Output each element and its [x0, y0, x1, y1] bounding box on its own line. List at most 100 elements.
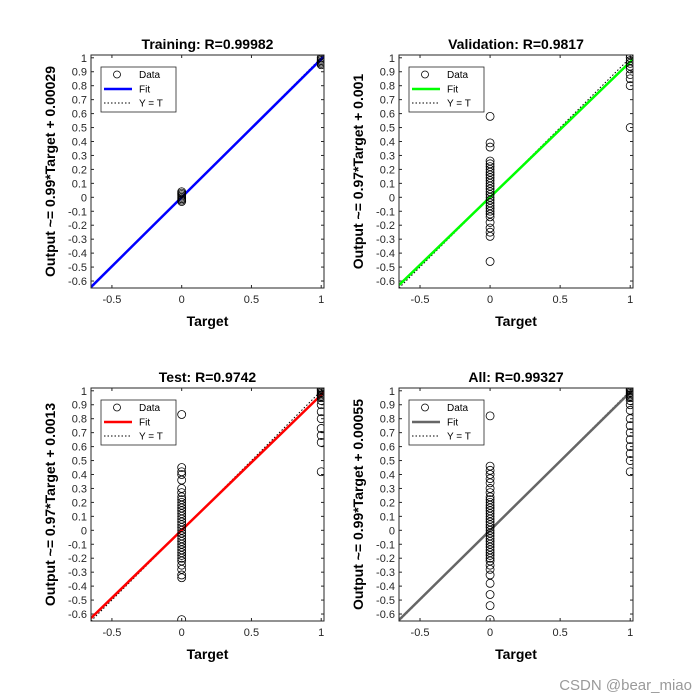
y-tick-label: -0.6 — [376, 276, 395, 288]
x-axis-label: Target — [187, 313, 229, 329]
y-axis-label: Output ~= 0.99*Target + 0.00055 — [350, 399, 366, 610]
chart-title: Training: R=0.99982 — [142, 36, 274, 52]
y-tick-label: -0.4 — [68, 581, 87, 593]
plot-content — [91, 55, 324, 288]
x-tick-label: 1 — [318, 627, 324, 639]
data-point — [485, 257, 495, 266]
data-point — [625, 456, 633, 465]
y-tick-label: 0.5 — [380, 123, 395, 135]
data-point — [485, 206, 495, 216]
data-point — [625, 449, 633, 458]
data-point — [316, 424, 324, 433]
data-point — [625, 81, 633, 91]
data-point — [316, 400, 324, 410]
data-point — [625, 421, 633, 431]
legend: Data Fit Y = T — [100, 66, 177, 113]
y-tick-label: 0.3 — [72, 150, 87, 162]
data-point — [177, 553, 187, 563]
y-axis-label: Output ~= 0.97*Target + 0.0013 — [42, 403, 58, 606]
y-tick-label: 0.7 — [380, 95, 395, 107]
y-tick-label: 0.9 — [72, 400, 87, 412]
data-point — [625, 74, 633, 84]
fit-line — [91, 391, 324, 619]
data-point — [485, 553, 495, 563]
y-tick-label: 0.2 — [380, 497, 395, 509]
data-point — [625, 393, 633, 403]
data-point — [485, 231, 495, 241]
y-tick-label: 0.1 — [380, 178, 395, 190]
data-point — [177, 470, 187, 479]
plot-content — [399, 388, 633, 621]
y-tick-label: -0.4 — [68, 248, 87, 260]
data-point — [625, 58, 633, 68]
y-tick-label: 0.8 — [380, 81, 395, 93]
data-point — [177, 488, 187, 498]
y-tick-label: 0 — [81, 525, 87, 537]
legend-marker-data — [421, 403, 429, 412]
y-tick-label: 0.5 — [72, 123, 87, 135]
data-point — [485, 578, 495, 588]
y-tick-label: -0.2 — [376, 220, 395, 232]
data-point — [316, 467, 324, 477]
y-tick-label: -0.1 — [376, 206, 395, 218]
data-point — [316, 396, 324, 405]
y-tick-label: 0.9 — [380, 400, 395, 412]
y-tick-label: 0.8 — [380, 414, 395, 426]
y-tick-label: -0.1 — [68, 539, 87, 551]
plot-content — [91, 388, 324, 621]
data-point — [177, 463, 187, 472]
y-tick-label: 0.7 — [380, 428, 395, 440]
data-point — [177, 573, 187, 583]
subplot-1: Training: R=0.99982 -0.5 0 0.5 1 -0.6 -0.5 -0.4… — [42, 36, 325, 329]
legend-label-identity: Y = T — [447, 99, 471, 110]
legend-label-data: Data — [447, 403, 469, 414]
data-point — [177, 197, 187, 206]
legend-label-data: Data — [139, 70, 161, 81]
data-point — [177, 410, 187, 419]
x-tick-label: 0.5 — [552, 627, 567, 639]
data-point — [625, 428, 633, 438]
y-tick-label: 0.7 — [72, 428, 87, 440]
data-point — [316, 407, 324, 417]
y-tick-label: 0.4 — [72, 137, 87, 149]
legend-label-fit: Fit — [447, 85, 458, 96]
y-tick-label: 0 — [81, 192, 87, 204]
data-point — [485, 488, 495, 498]
y-tick-label: 0 — [389, 192, 395, 204]
legend-label-fit: Fit — [139, 418, 150, 429]
y-tick-label: 0.7 — [72, 95, 87, 107]
y-tick-label: -0.1 — [376, 539, 395, 551]
y-tick-label: 0.1 — [72, 178, 87, 190]
axes-box — [398, 54, 634, 289]
x-tick-label: 0 — [487, 294, 493, 306]
x-tick-label: -0.5 — [102, 627, 121, 639]
data-point — [316, 414, 324, 424]
legend-label-identity: Y = T — [139, 432, 163, 443]
y-tick-label: -0.4 — [376, 248, 395, 260]
y-tick-label: 0.2 — [72, 164, 87, 176]
data-point — [485, 474, 495, 484]
y-tick-label: 0.2 — [380, 164, 395, 176]
y-tick-label: -0.2 — [68, 553, 87, 565]
y-tick-label: -0.6 — [68, 276, 87, 288]
legend: Data Fit Y = T — [408, 399, 485, 446]
y-tick-label: -0.1 — [68, 206, 87, 218]
data-point — [316, 393, 324, 403]
legend-label-data: Data — [139, 403, 161, 414]
data-point — [625, 442, 633, 451]
data-point — [316, 438, 324, 447]
y-tick-label: -0.3 — [68, 567, 87, 579]
axes-box — [398, 387, 634, 622]
y-tick-label: -0.6 — [68, 609, 87, 621]
subplot-3: Test: R=0.9742 -0.5 0 0.5 1 -0.6 -0.5 -0.4 -0.3 -… — [42, 369, 325, 662]
data-point — [485, 478, 495, 488]
x-tick-label: 0 — [179, 294, 185, 306]
data-point — [625, 396, 633, 405]
data-point — [625, 64, 633, 74]
plot-content — [399, 55, 633, 288]
data-point — [485, 615, 495, 621]
y-tick-label: -0.3 — [376, 234, 395, 246]
y-tick-label: -0.5 — [68, 262, 87, 274]
data-point — [625, 400, 633, 410]
y-tick-label: -0.5 — [68, 595, 87, 607]
